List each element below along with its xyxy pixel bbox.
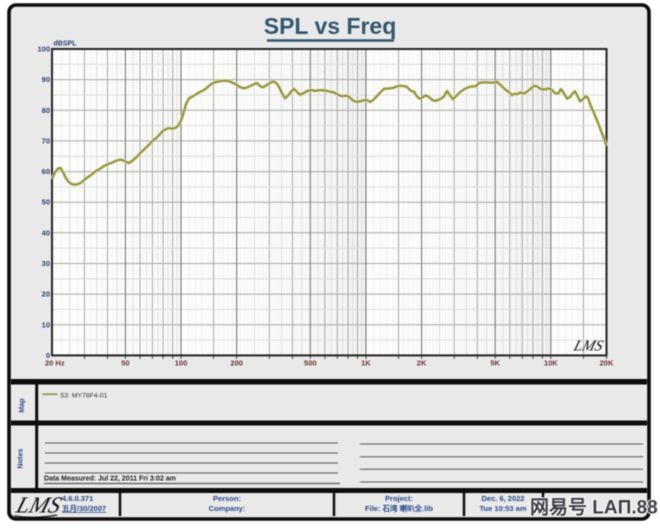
svg-text:0: 0 (46, 351, 50, 360)
svg-text:dBSPL: dBSPL (54, 41, 78, 48)
svg-text:30: 30 (42, 259, 50, 268)
svg-text:500: 500 (304, 359, 317, 368)
svg-text:10: 10 (42, 320, 50, 329)
svg-text:5K: 5K (490, 359, 500, 368)
svg-text:1K: 1K (361, 359, 371, 368)
svg-text:40: 40 (42, 228, 50, 237)
svg-text:Data Measured: Jul 22, 2011 F: Data Measured: Jul 22, 2011 Fri 3:02 am (44, 476, 176, 483)
svg-text:五月/30/2007: 五月/30/2007 (62, 504, 106, 513)
svg-text:Company:: Company: (209, 504, 246, 513)
svg-text:50: 50 (121, 359, 129, 368)
svg-text:File: 石湾 喇叭全.lib: File: 石湾 喇叭全.lib (365, 503, 433, 513)
svg-text:Project:: Project: (385, 494, 413, 503)
svg-text:LMS: LMS (12, 493, 64, 518)
svg-text:20 Hz: 20 Hz (45, 359, 65, 368)
svg-text:2K: 2K (417, 359, 427, 368)
svg-text:20K: 20K (600, 359, 614, 368)
svg-text:200: 200 (230, 359, 243, 368)
svg-text:Person:: Person: (213, 494, 241, 503)
svg-text:100: 100 (37, 45, 50, 54)
svg-text:60: 60 (42, 167, 50, 176)
svg-text:20: 20 (42, 290, 50, 299)
svg-text:53: MY78F4-01: 53: MY78F4-01 (61, 392, 108, 399)
svg-text:70: 70 (42, 136, 50, 145)
svg-text:SPL vs Freq: SPL vs Freq (264, 13, 397, 39)
svg-text:50: 50 (42, 198, 50, 207)
svg-text:80: 80 (42, 106, 50, 115)
svg-text:网易号 LAΠ.88: 网易号 LAΠ.88 (530, 497, 658, 519)
svg-text:90: 90 (42, 75, 50, 84)
svg-text:100: 100 (175, 359, 188, 368)
svg-text:Tue 10:53 am: Tue 10:53 am (480, 504, 527, 513)
svg-text:Dec. 6, 2022: Dec. 6, 2022 (482, 494, 525, 503)
svg-text:Map: Map (17, 398, 26, 413)
svg-text:LMS: LMS (571, 338, 605, 355)
svg-text:Notes: Notes (15, 449, 24, 469)
svg-text:10K: 10K (544, 359, 558, 368)
svg-text:4.6.0.371: 4.6.0.371 (62, 494, 93, 503)
